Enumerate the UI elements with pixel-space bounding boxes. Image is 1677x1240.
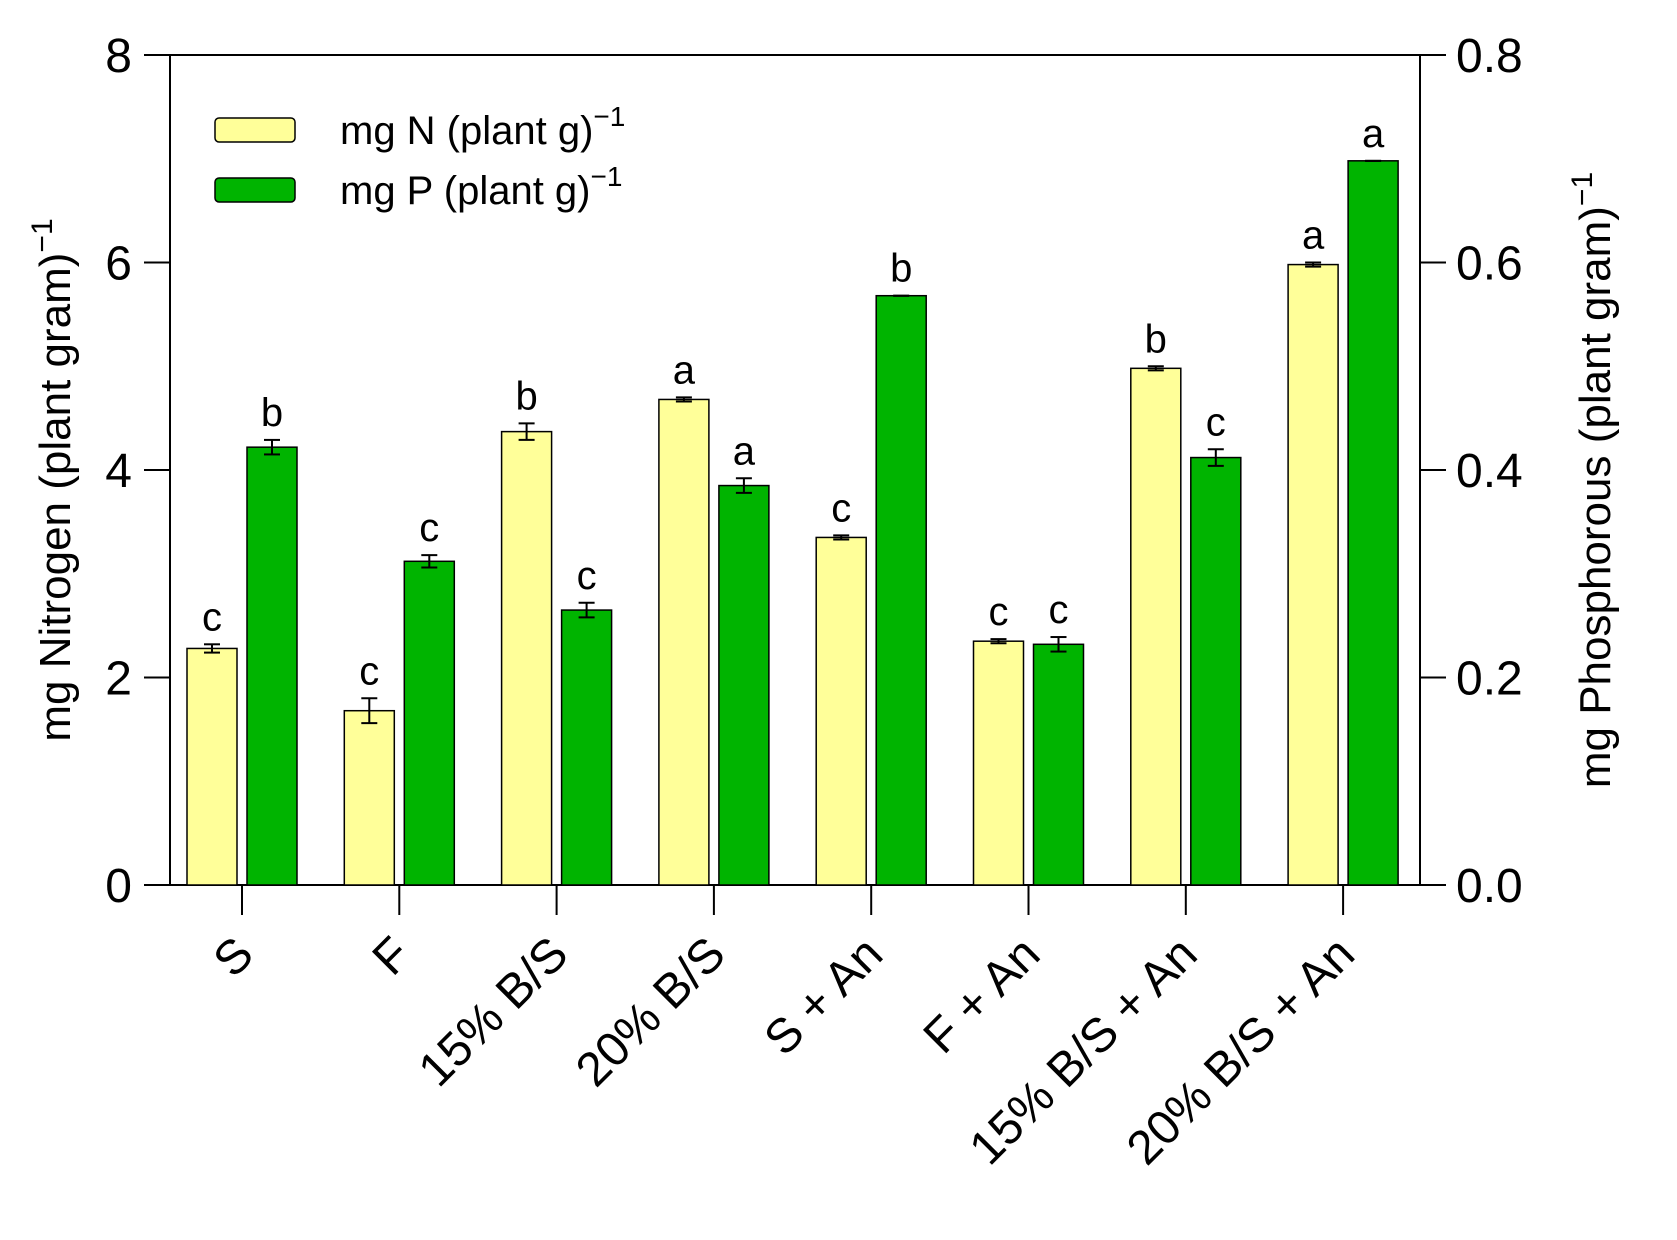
nitrogen-bar [1287, 263, 1339, 886]
right-axis-title-superscript: −1 [1566, 172, 1599, 206]
significance-letter: c [1206, 400, 1226, 444]
significance-letter: c [577, 554, 597, 598]
legend-label-text: mg P (plant g) [340, 169, 591, 213]
right-tick-label: 0.2 [1456, 653, 1523, 706]
right-axis-title: mg Phosphorous (plant gram)−1 [1566, 172, 1620, 788]
significance-letter: a [673, 348, 696, 392]
phosphorus-bar [718, 484, 770, 886]
right-axis-title-text: mg Phosphorous (plant gram) [1571, 206, 1620, 788]
nitrogen-bar [500, 430, 553, 886]
significance-letter: b [261, 391, 283, 435]
phosphorus-bar [1347, 160, 1399, 886]
phosphorus-bar [875, 294, 927, 886]
significance-letter: a [1362, 112, 1385, 156]
right-tick-label: 0.6 [1456, 238, 1523, 291]
significance-letter: b [515, 374, 537, 418]
left-tick-label: 0 [105, 860, 132, 913]
phosphorus-bar [1032, 643, 1085, 886]
phosphorus-bar [1190, 456, 1242, 886]
left-tick-label: 2 [105, 653, 132, 706]
right-tick-label: 0.8 [1456, 30, 1523, 83]
significance-letter: a [733, 429, 756, 473]
legend-swatch-phosphorus [214, 177, 296, 203]
legend: mg N (plant g)−1mg P (plant g)−1 [214, 101, 625, 213]
left-axis-title-superscript: −1 [26, 218, 59, 252]
phosphorus-bar [560, 609, 613, 886]
legend-label-phosphorus: mg P (plant g)−1 [340, 161, 622, 213]
significance-letter: c [831, 486, 851, 530]
nitrogen-bar [815, 536, 867, 886]
left-tick-label: 4 [105, 445, 132, 498]
category-label: F [363, 927, 421, 985]
significance-letter: b [890, 247, 912, 291]
nitrogen-bar [1130, 367, 1182, 886]
significance-letter: c [419, 506, 439, 550]
category-label: F + An [914, 927, 1051, 1064]
right-tick-label: 0.0 [1456, 860, 1523, 913]
significance-letter: b [1145, 317, 1167, 361]
category-label: 20% B/S [566, 927, 736, 1097]
significance-letter: c [989, 590, 1009, 634]
right-tick-label: 0.4 [1456, 445, 1523, 498]
left-axis-title: mg Nitrogen (plant gram)−1 [26, 218, 80, 741]
axes-group: 0 2 4 6 8 0.0 0.2 0.4 0.6 0.8 mg Nitrogen (plant g… [26, 30, 1620, 915]
nitrogen-bar [658, 398, 710, 886]
legend-label-superscript: −1 [591, 161, 623, 192]
category-label: S + An [755, 927, 893, 1065]
left-tick-label: 8 [105, 30, 132, 83]
category-label: 15% B/S [409, 927, 579, 1097]
legend-label-superscript: −1 [593, 101, 625, 132]
significance-letter: c [202, 595, 222, 639]
left-axis-title-text: mg Nitrogen (plant gram) [31, 253, 80, 742]
phosphorus-bar [246, 446, 298, 886]
legend-label-text: mg N (plant g) [340, 109, 593, 153]
significance-letter: c [359, 649, 379, 693]
left-tick-label: 6 [105, 238, 132, 291]
nitrogen-bar [186, 647, 238, 886]
legend-swatch-nitrogen [214, 117, 296, 143]
legend-label-nitrogen: mg N (plant g)−1 [340, 101, 625, 153]
significance-letter: a [1302, 214, 1325, 258]
significance-letter: c [1049, 588, 1069, 632]
nitrogen-bar [343, 709, 396, 886]
phosphorus-bar [403, 560, 456, 886]
nitrogen-bar [972, 640, 1025, 886]
category-label: S [204, 927, 264, 987]
bars-group [186, 160, 1399, 886]
error-bars-group [204, 159, 1382, 725]
